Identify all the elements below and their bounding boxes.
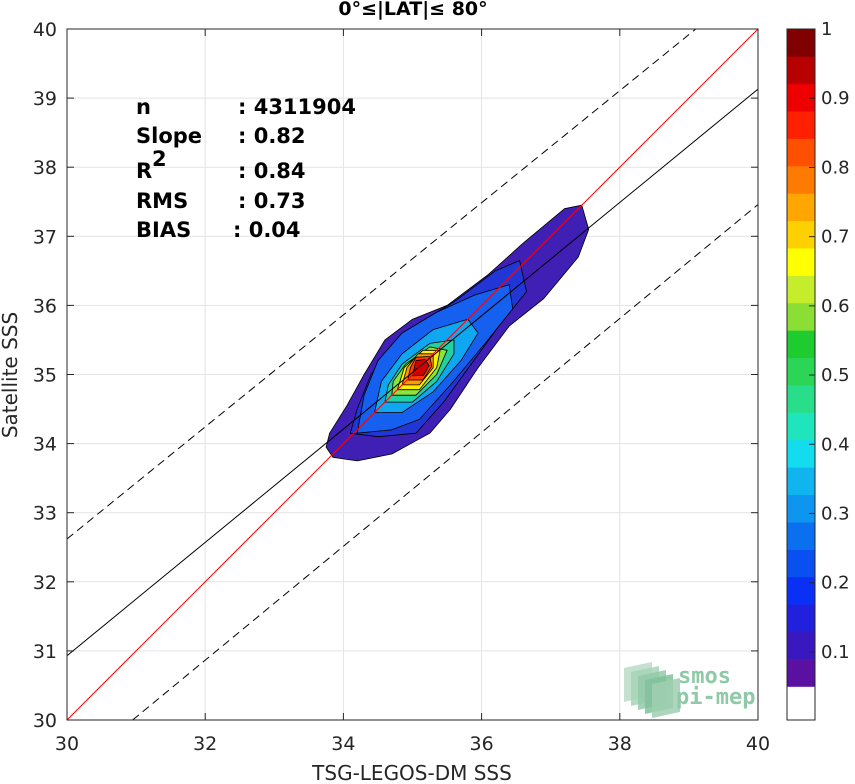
colorbar-segment-11 bbox=[787, 385, 815, 413]
x-tick-label-3: 36 bbox=[470, 733, 494, 755]
y-tick-label-9: 39 bbox=[33, 88, 57, 110]
colorbar-tick-label-1: 0.2 bbox=[821, 573, 850, 594]
stat-r2-label: R bbox=[136, 159, 152, 183]
upper-bound-line bbox=[66, 28, 697, 540]
colorbar-segment-6 bbox=[787, 522, 815, 550]
y-axis-label: Satellite SSS bbox=[0, 312, 22, 438]
colorbar-segment-22 bbox=[787, 83, 815, 112]
colorbar-tick-label-2: 0.3 bbox=[821, 503, 850, 524]
stat-rms-label: RMS bbox=[136, 189, 188, 213]
colorbar-segment-8 bbox=[787, 467, 815, 496]
x-tick-label-4: 38 bbox=[608, 733, 632, 755]
colorbar-tick-label-6: 0.7 bbox=[821, 227, 850, 248]
logo-wave-4 bbox=[652, 678, 680, 718]
statistics-box: n : 4311904 Slope : 0.82 R 2 : 0.84 RMS : 0.73 BI… bbox=[136, 95, 356, 242]
reference-lines bbox=[66, 28, 759, 721]
y-tick-label-0: 30 bbox=[33, 710, 57, 732]
stat-n-label: n bbox=[136, 95, 151, 119]
colorbar-segment-12 bbox=[787, 357, 815, 386]
stat-rms-value: : 0.73 bbox=[238, 189, 306, 213]
colorbar: 0.1 0.2 0.3 0.4 0.5 0.6 0.7 0.8 0.9 1 bbox=[786, 19, 850, 721]
stat-r2-value: : 0.84 bbox=[238, 159, 306, 183]
colorbar-segment-16 bbox=[787, 248, 815, 276]
x-tick-label-2: 34 bbox=[331, 733, 355, 755]
y-tick-label-7: 37 bbox=[33, 226, 57, 248]
colorbar-tick-label-3: 0.4 bbox=[821, 434, 850, 455]
logo-text-smos: smos bbox=[678, 664, 731, 689]
axes-frame bbox=[66, 28, 759, 721]
y-tick-label-6: 36 bbox=[33, 295, 57, 317]
y-tick-label-3: 33 bbox=[33, 503, 57, 525]
one-to-one-line bbox=[66, 28, 759, 721]
x-tick-label-5: 40 bbox=[746, 733, 770, 755]
colorbar-tick-label-9: 1 bbox=[821, 19, 832, 40]
x-axis-label: TSG-LEGOS-DM SSS bbox=[311, 761, 512, 784]
stat-slope-value: : 0.82 bbox=[238, 124, 306, 148]
stat-r2-superscript: 2 bbox=[152, 147, 167, 171]
colorbar-segment-19 bbox=[787, 165, 815, 194]
stat-bias-value: : 0.04 bbox=[233, 218, 301, 242]
colorbar-segment-24 bbox=[787, 29, 815, 57]
colorbar-segment-3 bbox=[787, 604, 815, 633]
stat-bias-label: BIAS bbox=[136, 218, 191, 242]
regression-line bbox=[66, 88, 759, 657]
colorbar-tick-label-4: 0.5 bbox=[821, 365, 850, 386]
chart-title: 0°≤|LAT|≤ 80° bbox=[338, 0, 487, 20]
colorbar-segment-20 bbox=[787, 138, 815, 167]
x-tick-label-1: 32 bbox=[193, 733, 217, 755]
colorbar-segment-1 bbox=[787, 659, 815, 687]
logo-text-pi-mep: pi-mep bbox=[676, 685, 755, 710]
stat-n-value: : 4311904 bbox=[238, 95, 356, 119]
y-tick-label-5: 35 bbox=[33, 365, 57, 387]
colorbar-segment-17 bbox=[787, 220, 815, 249]
y-tick-label-4: 34 bbox=[33, 434, 57, 456]
grid-lines bbox=[66, 28, 759, 721]
colorbar-frame bbox=[786, 28, 816, 721]
colorbar-tick-label-7: 0.8 bbox=[821, 157, 850, 178]
colorbar-segment-13 bbox=[787, 330, 815, 359]
y-tick-label-10: 40 bbox=[33, 19, 57, 41]
colorbar-tick-label-0: 0.1 bbox=[821, 642, 850, 663]
x-tick-labels: 30 32 34 36 38 40 bbox=[55, 733, 770, 755]
y-tick-label-8: 38 bbox=[33, 157, 57, 179]
lower-bound-line bbox=[132, 204, 759, 721]
colorbar-tick-label-5: 0.6 bbox=[821, 296, 850, 317]
y-tick-label-2: 32 bbox=[33, 572, 57, 594]
colorbar-segment-7 bbox=[787, 494, 815, 523]
colorbar-segment-0 bbox=[787, 686, 815, 721]
stat-slope-label: Slope bbox=[136, 124, 202, 148]
y-tick-label-1: 31 bbox=[33, 641, 57, 663]
colorbar-segment-18 bbox=[787, 193, 815, 222]
y-tick-labels: 30 31 32 33 34 35 36 37 38 39 40 bbox=[33, 19, 57, 732]
colorbar-segment-10 bbox=[787, 412, 815, 441]
colorbar-segment-23 bbox=[787, 56, 815, 85]
colorbar-segment-15 bbox=[787, 275, 815, 304]
colorbar-segment-5 bbox=[787, 549, 815, 578]
x-tick-label-0: 30 bbox=[55, 733, 79, 755]
density-contour-9 bbox=[412, 358, 430, 377]
colorbar-segment-21 bbox=[787, 111, 815, 139]
colorbar-segment-2 bbox=[787, 631, 815, 660]
colorbar-segment-14 bbox=[787, 302, 815, 331]
colorbar-tick-label-8: 0.9 bbox=[821, 88, 850, 109]
colorbar-segment-4 bbox=[787, 576, 815, 605]
